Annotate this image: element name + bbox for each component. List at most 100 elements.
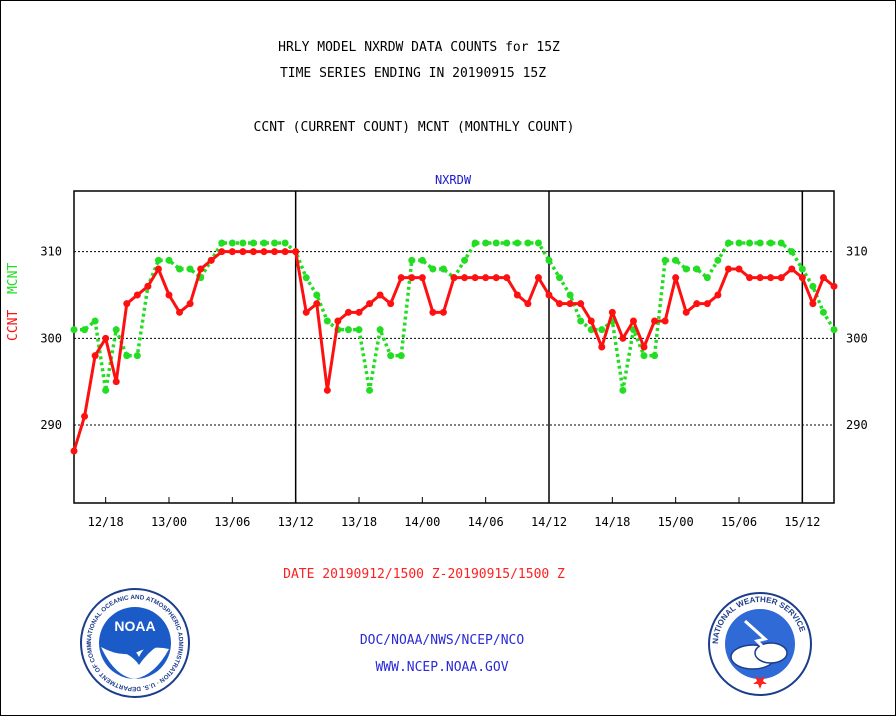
data-point-ccnt [619, 334, 627, 342]
plot-frame [73, 190, 835, 504]
x-tick-label: 13/12 [278, 515, 314, 529]
x-tick-label: 14/06 [468, 515, 504, 529]
data-point-ccnt [323, 386, 331, 394]
data-point-mcnt [756, 239, 764, 247]
data-point-mcnt [545, 256, 553, 264]
data-point-ccnt [767, 274, 775, 282]
data-point-mcnt [693, 265, 701, 273]
data-point-ccnt [608, 308, 616, 316]
data-point-ccnt [429, 308, 437, 316]
data-point-mcnt [418, 256, 426, 264]
x-tick-label: 15/00 [658, 515, 694, 529]
data-point-mcnt [788, 248, 796, 256]
y-tick-label-left: 310 [40, 245, 62, 259]
data-point-ccnt [566, 300, 574, 308]
data-point-ccnt [756, 274, 764, 282]
data-point-ccnt [788, 265, 796, 273]
data-point-ccnt [376, 291, 384, 299]
data-point-ccnt [112, 378, 120, 386]
data-point-mcnt [461, 256, 469, 264]
data-point-mcnt [218, 239, 226, 247]
data-point-ccnt [133, 291, 141, 299]
x-tick-label: 15/06 [721, 515, 757, 529]
data-point-mcnt [70, 326, 78, 334]
data-point-mcnt [366, 386, 374, 394]
data-point-mcnt [672, 256, 680, 264]
data-point-mcnt [323, 317, 331, 325]
data-point-mcnt [355, 326, 363, 334]
data-point-mcnt [682, 265, 690, 273]
noaa-logo-text: NOAA [114, 618, 155, 634]
data-point-ccnt [387, 300, 395, 308]
data-point-mcnt [524, 239, 532, 247]
data-point-mcnt [271, 239, 279, 247]
data-point-mcnt [228, 239, 236, 247]
series-line-ccnt [72, 250, 835, 452]
data-point-ccnt [651, 317, 659, 325]
y-tick-label-left: 300 [40, 331, 62, 345]
data-point-ccnt [154, 265, 162, 273]
data-point-ccnt [366, 300, 374, 308]
data-point-mcnt [661, 256, 669, 264]
data-point-mcnt [735, 239, 743, 247]
credit-line-2: WWW.NCEP.NOAA.GOV [375, 660, 509, 675]
data-point-ccnt [408, 274, 416, 282]
data-point-mcnt [809, 282, 817, 290]
data-point-ccnt [503, 274, 511, 282]
data-point-mcnt [492, 239, 500, 247]
nws-logo: NATIONAL WEATHER SERVICE [708, 592, 812, 696]
data-point-ccnt [798, 274, 806, 282]
data-point-mcnt [81, 326, 89, 334]
data-point-mcnt [91, 317, 99, 325]
data-point-mcnt [397, 352, 405, 360]
data-point-mcnt [503, 239, 511, 247]
data-point-ccnt [249, 248, 257, 256]
data-point-mcnt [640, 352, 648, 360]
chart-title-line-1: HRLY MODEL NXRDW DATA COUNTS for 15Z [278, 40, 560, 55]
data-point-ccnt [513, 291, 521, 299]
data-point-ccnt [471, 274, 479, 282]
data-point-mcnt [302, 274, 310, 282]
data-point-ccnt [545, 291, 553, 299]
station-label: NXRDW [434, 173, 472, 187]
data-point-ccnt [281, 248, 289, 256]
data-point-mcnt [767, 239, 775, 247]
data-point-mcnt [313, 291, 321, 299]
x-tick-label: 13/00 [151, 515, 187, 529]
data-point-mcnt [186, 265, 194, 273]
data-point-ccnt [228, 248, 236, 256]
data-point-ccnt [313, 300, 321, 308]
data-point-mcnt [102, 386, 110, 394]
data-point-ccnt [534, 274, 542, 282]
data-point-mcnt [376, 326, 384, 334]
data-point-mcnt [429, 265, 437, 273]
data-point-ccnt [461, 274, 469, 282]
data-point-mcnt [534, 239, 542, 247]
x-tick-label: 12/18 [88, 515, 124, 529]
data-point-ccnt [271, 248, 279, 256]
data-point-mcnt [513, 239, 521, 247]
data-point-ccnt [207, 256, 215, 264]
y-tick-label-right: 310 [846, 245, 868, 259]
x-tick-label: 14/00 [404, 515, 440, 529]
data-point-ccnt [70, 447, 78, 455]
data-point-mcnt [746, 239, 754, 247]
data-point-mcnt [598, 326, 606, 334]
data-point-ccnt [81, 412, 89, 420]
data-point-mcnt [408, 256, 416, 264]
data-point-ccnt [176, 308, 184, 316]
data-point-ccnt [302, 308, 310, 316]
data-point-ccnt [693, 300, 701, 308]
data-point-ccnt [186, 300, 194, 308]
data-point-ccnt [439, 308, 447, 316]
data-point-mcnt [651, 352, 659, 360]
chart-title-line-2: TIME SERIES ENDING IN 20190915 15Z [279, 66, 547, 81]
data-point-ccnt [640, 343, 648, 351]
data-point-mcnt [566, 291, 574, 299]
data-point-ccnt [598, 343, 606, 351]
data-point-ccnt [292, 248, 300, 256]
data-point-ccnt [682, 308, 690, 316]
data-point-ccnt [91, 352, 99, 360]
